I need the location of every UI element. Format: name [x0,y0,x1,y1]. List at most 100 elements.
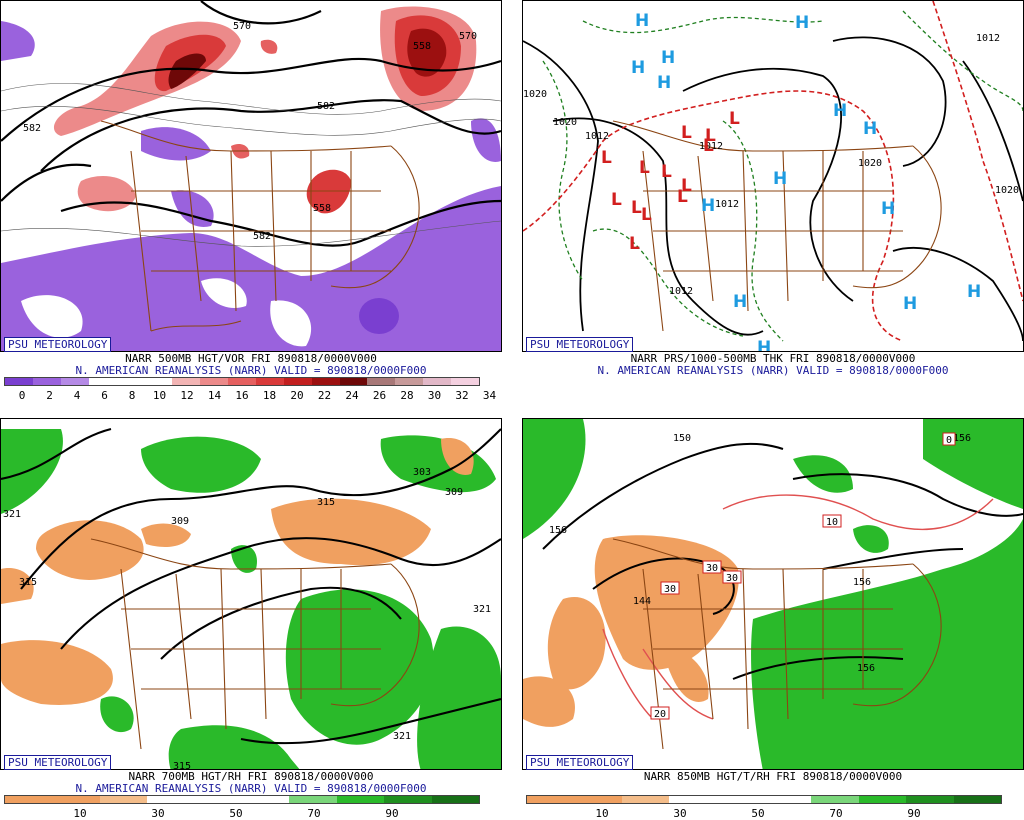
relative-humidity-map: 321 315 309 315 303 309 321 321 315 [1,427,501,769]
low-pressure-l: L [631,198,642,218]
colorbar-tick-label: 8 [128,389,136,402]
moist-area [231,545,257,573]
psu-meteorology-badge: PSU METEOROLOGY [4,337,112,352]
colorbar-tick-label: 32 [455,389,469,402]
colorbar-swatch [52,796,100,803]
colorbar-tick-label: 2 [46,389,53,402]
dry-area [36,520,144,580]
panel-850mb-hgt-t-rh: 150 156 156 156 144 156 10 30 30 30 20 0… [522,418,1024,820]
high-pressure-h: H [657,73,671,93]
low-pressure-l: L [629,234,640,254]
high-pressure-h: H [833,101,847,121]
political-boundaries [100,120,420,332]
political-boundaries [90,538,420,750]
height-contours [1,427,501,745]
colorbar-swatch [621,796,670,803]
white-hole [21,295,83,338]
positive-vorticity-area [407,28,447,77]
psu-meteorology-badge: PSU METEOROLOGY [4,755,112,770]
temperature-label: 30 [726,573,738,584]
vorticity-contours [1,83,501,247]
positive-vorticity-area [306,169,351,214]
contour-label: 1012 [585,131,609,142]
moist-area [141,436,261,493]
colorbar [4,377,480,386]
contour-label: 1020 [523,89,547,100]
colorbar-tick-label: 30 [427,389,442,402]
colorbar-tick-label: 24 [345,389,359,402]
colorbar-swatch [423,378,451,385]
dry-area [141,523,191,547]
colorbar-swatch [88,378,117,385]
contour-label: 315 [317,497,335,508]
thickness-contours [542,10,1023,342]
contour-label: 558 [413,41,431,52]
colorbar-tick-label: 90 [907,807,921,820]
colorbar-tick-label: 30 [673,807,687,820]
panel-700mb-hgt-rh: 321 315 309 315 303 309 321 321 315 PSU … [0,418,502,820]
map-caption-title: NARR PRS/1000-500MB THK FRI 890818/0000V… [630,352,916,365]
high-pressure-h: H [733,292,747,312]
moist-area [751,519,1023,769]
map-caption-subtitle: N. AMERICAN REANALYSIS (NARR) VALID = 89… [75,782,427,795]
high-pressure-h: H [903,294,917,314]
colorbar-tick-label: 34 [482,389,497,402]
colorbar-swatch [116,378,145,385]
colorbar-swatch [527,796,575,803]
contour-label: 150 [673,433,691,444]
colorbar-swatch [764,796,812,803]
political-boundaries [612,538,942,750]
colorbar-swatch [367,378,396,385]
pressure-thickness-map: 1020 1012 1020 1012 1012 1020 1012 1020 … [523,1,1023,352]
colorbar-tick-label: 18 [262,389,277,402]
low-pressure-l: L [601,148,612,168]
map-caption-title: NARR 500MB HGT/VOR FRI 890818/0000V000 [125,352,377,365]
colorbar-swatch [953,796,1002,803]
low-pressure-l: L [681,123,692,143]
low-pressure-l: L [611,190,622,210]
colorbar-swatch [858,796,907,803]
contour-label: 558 [313,203,331,214]
negative-vorticity-area [471,118,501,162]
positive-vorticity-area [77,176,136,212]
colorbar-tick-label: 70 [307,807,321,820]
contour-label: 321 [393,731,411,742]
colorbar-tick-label: 10 [152,389,167,402]
contour-label: 570 [233,21,251,32]
temperature-contours [602,494,994,720]
contour-label: 309 [171,516,189,527]
negative-vorticity-area [1,21,35,61]
colorbar-swatch [336,796,385,803]
thickness-5400-line [523,1,1023,342]
negative-vorticity-area [141,127,211,161]
contour-label: 156 [549,525,567,536]
temperature-label: 0 [946,435,952,446]
positive-vorticity-area [168,53,206,89]
colorbar-tick-label: 50 [229,807,243,820]
colorbar-swatch [255,378,284,385]
colorbar-tick-label: 50 [751,807,765,820]
colorbar-swatch [451,378,479,385]
high-pressure-h: H [631,58,645,78]
colorbar-swatch [144,378,173,385]
colorbar [4,795,480,804]
temperature-humidity-map: 150 156 156 156 144 156 10 30 30 30 20 0 [523,419,1023,769]
contour-label: 1020 [553,117,577,128]
panel-500mb-hgt-vor: 570 582 582 582 558 558 570 PSU METEOROL… [0,0,502,402]
contour-label: 303 [413,467,431,478]
contour-label: 582 [317,101,335,112]
high-pressure-h: H [757,338,771,352]
contour-label: 582 [23,123,41,134]
colorbar-swatch [5,378,33,385]
map-caption-title: NARR 850MB HGT/T/RH FRI 890818/0000V000 [643,770,903,783]
positive-vorticity-area [260,39,278,54]
colorbar-swatch [289,796,337,803]
contour-label: 156 [953,433,971,444]
low-pressure-l: L [677,187,688,207]
contour-label: 315 [19,577,37,588]
colorbar-tick-label: 0 [18,389,26,402]
colorbar-tick-label: 70 [829,807,843,820]
moist-area [523,419,586,539]
isobars [523,36,1023,342]
colorbar-swatch [60,378,89,385]
